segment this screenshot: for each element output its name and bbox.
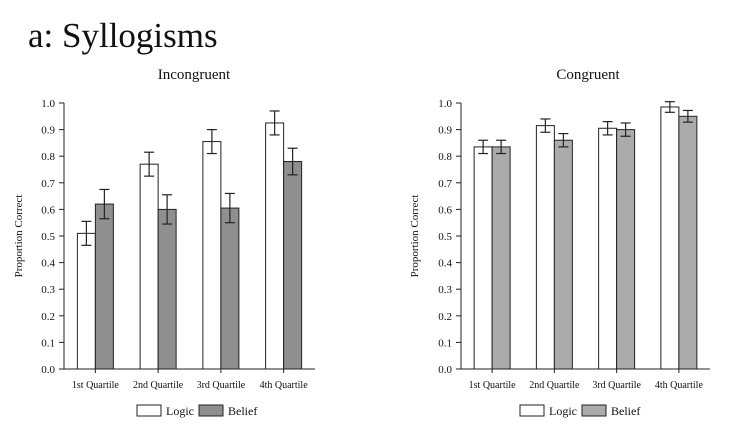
chart-title: Incongruent xyxy=(158,67,231,83)
x-tick-label: 2nd Quartile xyxy=(133,380,184,391)
bar-belief xyxy=(220,207,240,370)
chart-title: Congruent xyxy=(556,67,620,83)
legend-label-logic: Logic xyxy=(166,404,194,418)
y-tick-label: 0.8 xyxy=(41,151,55,163)
y-tick-label: 0.7 xyxy=(41,178,55,190)
chart-congruent: Congruent Proportion Correct 0.0 0.1 0.2 0.3 0… xyxy=(409,67,710,418)
y-tick-label: 1.0 xyxy=(438,98,452,110)
y-axis-label: Proportion Correct xyxy=(13,195,25,278)
x-tick-label: 3rd Quartile xyxy=(197,380,246,391)
y-tick-label: 1.0 xyxy=(41,98,55,110)
y-tick-label: 0.6 xyxy=(438,204,452,216)
y-tick-label: 0.1 xyxy=(438,337,452,349)
x-tick-label: 1st Quartile xyxy=(72,380,119,391)
legend-label-belief: Belief xyxy=(228,404,257,418)
bar-logic xyxy=(598,127,618,370)
legend-label-logic: Logic xyxy=(549,404,577,418)
y-tick-label: 0.4 xyxy=(438,258,452,270)
y-axis-label: Proportion Correct xyxy=(409,195,421,278)
x-tick-label: 1st Quartile xyxy=(469,380,516,391)
y-tick-label: 0.5 xyxy=(41,231,55,243)
y-tick-label: 0.5 xyxy=(438,231,452,243)
legend-label-belief: Belief xyxy=(611,404,640,418)
y-tick-label: 0.3 xyxy=(41,284,55,296)
y-tick-label: 0.6 xyxy=(41,204,55,216)
y-tick-label: 0.7 xyxy=(438,178,452,190)
legend-swatch-belief xyxy=(581,404,607,417)
x-tick-label: 4th Quartile xyxy=(655,380,704,391)
y-tick-label: 0.4 xyxy=(41,258,55,270)
bar-belief xyxy=(491,146,511,370)
y-tick-label: 0.2 xyxy=(438,311,452,323)
y-tick-label: 0.8 xyxy=(438,151,452,163)
y-tick-label: 0.0 xyxy=(41,364,55,376)
bar-belief xyxy=(553,139,573,370)
legend-swatch-logic xyxy=(519,404,545,417)
bar-belief xyxy=(283,161,303,370)
x-tick-label: 3rd Quartile xyxy=(592,380,641,391)
y-tick-label: 0.9 xyxy=(438,125,452,137)
bar-logic xyxy=(660,106,680,370)
bar-logic xyxy=(139,163,159,370)
bar-logic xyxy=(76,232,96,370)
y-tick-label: 0.2 xyxy=(41,311,55,323)
y-tick-label: 0.3 xyxy=(438,284,452,296)
x-tick-label: 4th Quartile xyxy=(260,380,309,391)
bar-belief xyxy=(94,203,114,370)
bar-belief xyxy=(678,115,698,370)
legend-swatch-logic xyxy=(136,404,162,417)
figure-title: a: Syllogisms xyxy=(28,16,218,55)
y-tick-label: 0.1 xyxy=(41,337,55,349)
chart-incongruent: Incongruent Proportion Correct 0.0 0.1 0.2 0.… xyxy=(13,67,315,418)
x-tick-label: 2nd Quartile xyxy=(529,380,580,391)
bar-logic xyxy=(535,125,555,370)
bar-belief xyxy=(616,129,636,370)
legend-swatch-belief xyxy=(198,404,224,417)
bar-belief xyxy=(157,208,177,370)
bar-logic xyxy=(473,146,493,370)
y-tick-label: 0.0 xyxy=(438,364,452,376)
bar-logic xyxy=(202,141,222,370)
y-tick-label: 0.9 xyxy=(41,125,55,137)
bar-logic xyxy=(265,122,285,370)
